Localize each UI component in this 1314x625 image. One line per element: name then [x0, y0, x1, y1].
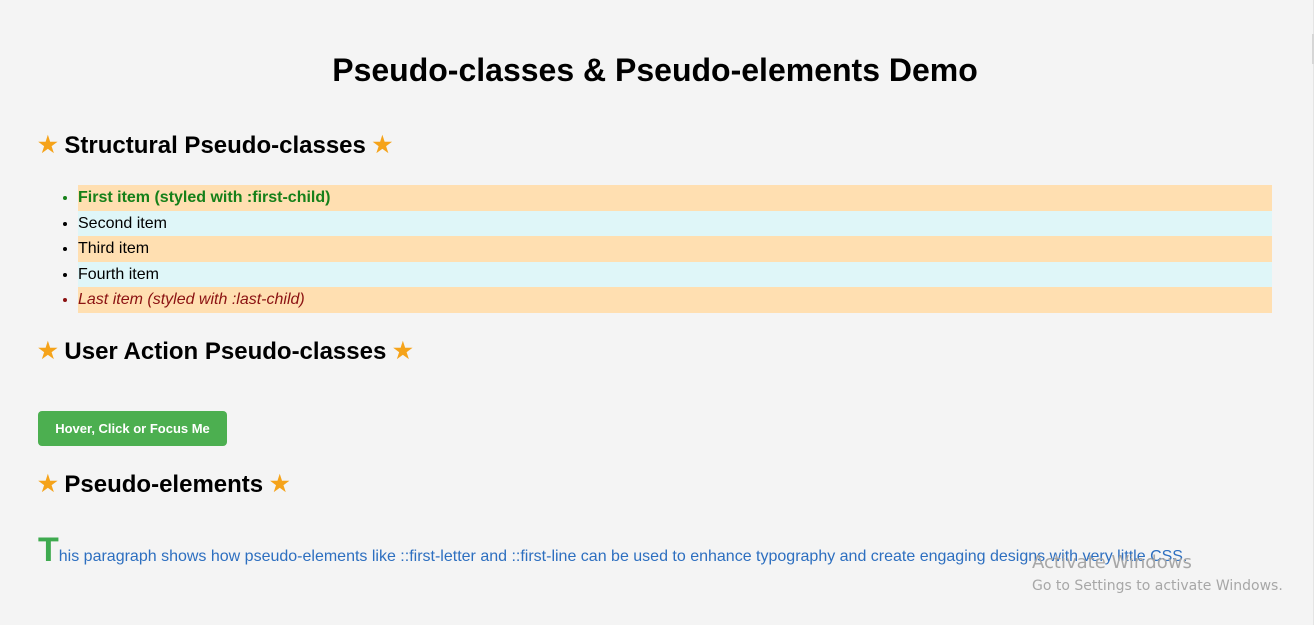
scrollbar-thumb[interactable]: [1312, 34, 1314, 64]
user-action-heading: ★ User Action Pseudo-classes ★: [38, 338, 413, 366]
demo-content: Pseudo-classes & Pseudo-elements Demo ★ …: [38, 0, 1272, 568]
star-icon: ★: [372, 132, 393, 157]
watermark-subtitle: Go to Settings to activate Windows.: [1032, 578, 1283, 594]
first-letter: T: [38, 531, 59, 569]
pseudo-elements-heading: ★ Pseudo-elements ★: [38, 471, 290, 499]
list-item-second: Second item: [78, 210, 1272, 236]
star-icon: ★: [38, 471, 58, 496]
list-item-last: Last item (styled with :last-child): [78, 287, 1272, 313]
structural-list: First item (styled with :first-child) Se…: [78, 185, 1272, 313]
star-icon: ★: [38, 338, 58, 363]
typography-paragraph: This paragraph shows how pseudo-elements…: [38, 532, 1272, 575]
structural-heading: ★ Structural Pseudo-classes ★: [38, 132, 392, 160]
star-icon: ★: [38, 132, 58, 157]
user-action-heading-text: User Action Pseudo-classes: [64, 338, 387, 365]
pseudo-elements-heading-text: Pseudo-elements: [64, 471, 264, 498]
list-item-first: First item (styled with :first-child): [78, 185, 1272, 211]
star-icon: ★: [392, 338, 413, 363]
activate-windows-watermark: Activate Windows Go to Settings to activ…: [1032, 552, 1283, 596]
structural-heading-text: Structural Pseudo-classes: [64, 132, 366, 159]
star-icon: ★: [269, 471, 290, 496]
page-title: Pseudo-classes & Pseudo-elements Demo: [332, 52, 978, 88]
list-item-fourth: Fourth item: [78, 261, 1272, 287]
watermark-title: Activate Windows: [1032, 552, 1192, 573]
paragraph-text: his paragraph shows how pseudo-elements …: [58, 548, 1188, 565]
hover-focus-button[interactable]: Hover, Click or Focus Me: [38, 411, 227, 446]
list-item-third: Third item: [78, 236, 1272, 262]
